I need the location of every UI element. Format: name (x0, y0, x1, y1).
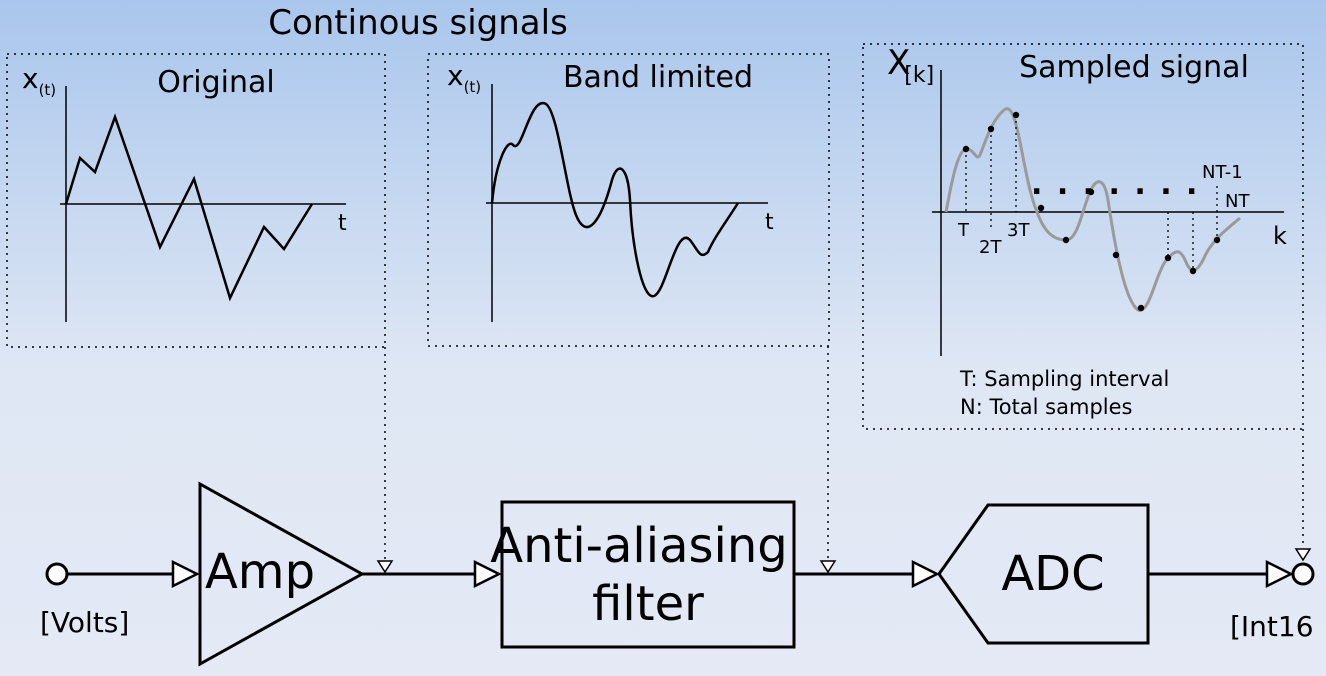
panel-original: Original x(t) t (22, 62, 347, 322)
arrow-icon (473, 559, 502, 589)
panel-band-limited-x-label: t (765, 210, 774, 235)
output-unit-label: [Int16 (1230, 610, 1314, 643)
sample-point (1087, 188, 1095, 196)
arrow-icon (911, 559, 940, 589)
panel-sampled-title: Sampled signal (1019, 50, 1249, 85)
panel-band-limited: Band limited x(t) t (447, 59, 774, 322)
panel-sampled-frame (862, 43, 1304, 430)
filter-block (500, 500, 796, 649)
filter-label-line1: Anti-aliasing (490, 518, 787, 574)
panel-sampled-x-label: k (1273, 222, 1287, 250)
panel-original-frame (6, 53, 386, 348)
output-terminal (1291, 562, 1315, 586)
tick-label: 3T (1007, 220, 1030, 241)
arrow-icon (171, 559, 200, 589)
tick-label: NT (1225, 191, 1250, 212)
probe-marker-icon (1294, 548, 1312, 562)
sample-point (987, 125, 995, 133)
arrow-icon (1265, 559, 1294, 589)
sample-point (1112, 251, 1120, 259)
panel-sampled-stems (965, 115, 1218, 271)
sample-point (1062, 236, 1070, 244)
panel-original-title: Original (157, 65, 274, 100)
input-terminal (45, 562, 69, 586)
panel-band-limited-title: Band limited (563, 60, 753, 95)
sample-point (1164, 254, 1172, 262)
sample-point (1189, 267, 1197, 275)
sample-point (962, 145, 970, 153)
panel-sampled-ellipsis: . . . . . . . (1031, 167, 1199, 202)
sample-point (1213, 236, 1221, 244)
tick-label: T (957, 220, 970, 241)
panel-sampled-points (962, 111, 1221, 312)
panel-band-limited-signal (490, 101, 740, 298)
amp-label: Amp (205, 544, 315, 600)
panel-sampled-y-label: X[k] (887, 43, 934, 88)
panel-original-x-label: t (338, 211, 347, 236)
panel-band-limited-y-label: x(t) (447, 59, 481, 96)
sample-point (1037, 204, 1045, 212)
panel-sampled-curve (944, 107, 1241, 312)
signal-arrows (171, 559, 1294, 589)
legend-total-samples: N: Total samples (960, 395, 1132, 419)
connector-leaders (384, 346, 1304, 560)
panel-sampled: Sampled signal X[k] k (887, 43, 1287, 419)
panel-original-y-label: x(t) (22, 62, 56, 99)
sample-point (1012, 111, 1020, 119)
sample-point (1137, 304, 1145, 312)
input-unit-label: [Volts] (40, 606, 129, 639)
panel-original-signal (64, 113, 314, 302)
panel-band-limited-frame (427, 53, 830, 347)
probe-marker-icon (376, 560, 394, 574)
tick-label: 2T (979, 237, 1002, 258)
header-title: Continous signals (268, 3, 568, 43)
amp-block (198, 481, 366, 667)
adc-label: ADC (1001, 546, 1104, 602)
probe-markers (376, 548, 1312, 574)
adc-block (937, 503, 1150, 645)
tick-label: NT-1 (1202, 162, 1243, 183)
probe-marker-icon (819, 560, 837, 574)
filter-label-line2: filter (592, 576, 704, 632)
legend-sampling-interval: T: Sampling interval (959, 367, 1169, 391)
